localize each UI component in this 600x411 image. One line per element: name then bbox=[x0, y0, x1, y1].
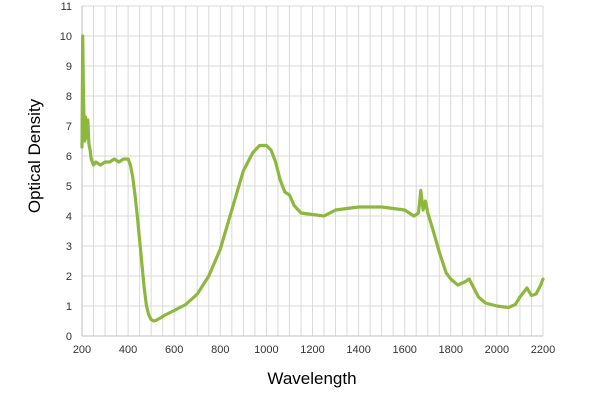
x-tick-label: 2000 bbox=[485, 344, 509, 356]
y-tick-label: 10 bbox=[60, 31, 72, 43]
y-tick-label: 0 bbox=[66, 331, 72, 343]
y-tick-label: 2 bbox=[66, 271, 72, 283]
y-tick-label: 11 bbox=[61, 1, 72, 13]
series-line bbox=[80, 34, 545, 323]
x-tick-label: 1200 bbox=[300, 344, 324, 356]
y-tick-label: 7 bbox=[66, 121, 72, 133]
series-layer bbox=[80, 34, 545, 323]
y-tick-label: 3 bbox=[66, 241, 72, 253]
y-tick-label: 6 bbox=[66, 151, 72, 163]
x-tick-label: 600 bbox=[165, 344, 183, 356]
y-tick-label: 4 bbox=[66, 211, 72, 223]
y-tick-label: 9 bbox=[66, 61, 72, 73]
x-tick-label: 200 bbox=[73, 344, 91, 356]
tick-labels: 0 1 2 3 4 5 6 7 8 9 10 11 200 400 600 800 1000 1200 1400 16… bbox=[60, 1, 555, 356]
y-axis-title: Optical Density bbox=[25, 98, 44, 213]
x-tick-label: 1400 bbox=[346, 344, 370, 356]
x-tick-label: 1800 bbox=[439, 344, 463, 356]
x-tick-label: 1000 bbox=[254, 344, 278, 356]
x-tick-label: 2200 bbox=[531, 344, 555, 356]
x-axis-title: Wavelength bbox=[267, 369, 356, 388]
x-tick-label: 400 bbox=[119, 344, 137, 356]
y-tick-label: 8 bbox=[66, 91, 72, 103]
x-tick-label: 800 bbox=[211, 344, 229, 356]
x-tick-label: 1600 bbox=[392, 344, 416, 356]
y-tick-label: 5 bbox=[66, 181, 72, 193]
grid bbox=[81, 5, 544, 337]
y-tick-label: 1 bbox=[66, 301, 72, 313]
